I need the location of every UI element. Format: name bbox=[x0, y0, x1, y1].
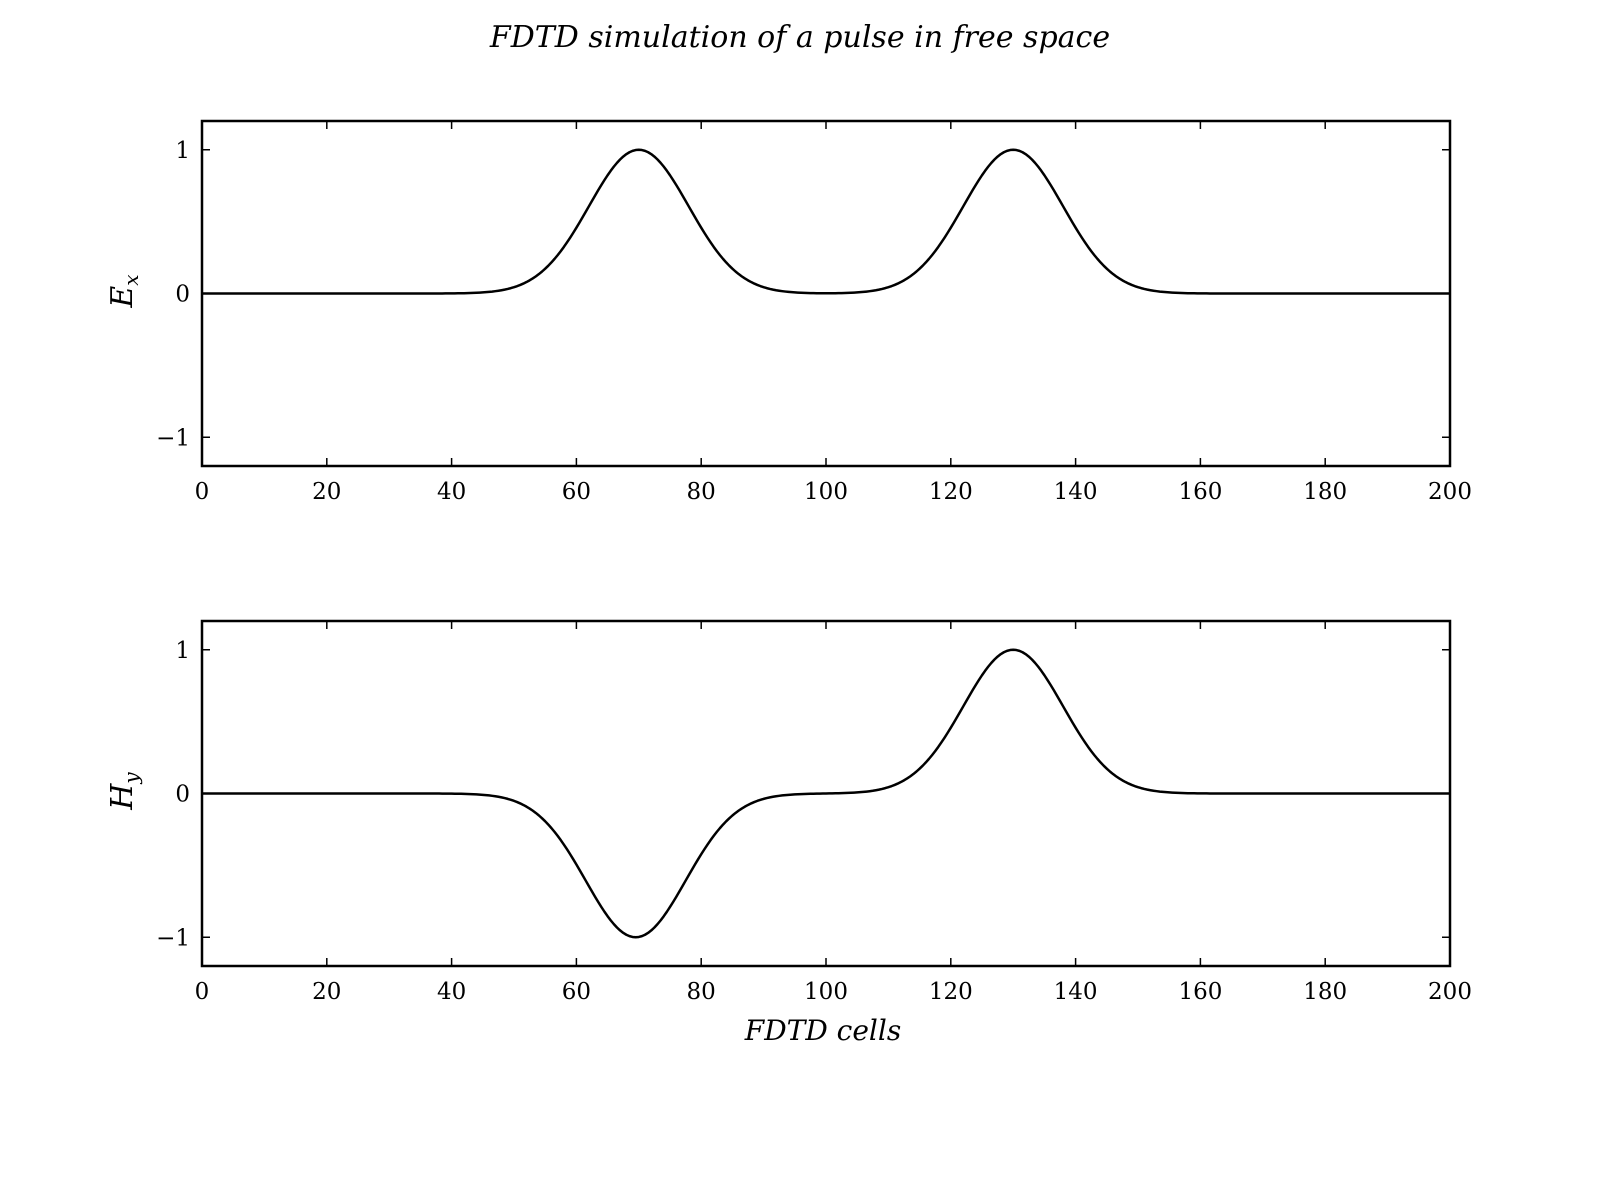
hy-xtick-label: 100 bbox=[804, 979, 848, 1005]
ex-xtick-label: 120 bbox=[929, 479, 973, 505]
hy-plot-area: 0 20 40 60 80 100 120 140 160 180 200 −1 0 1 bbox=[156, 619, 1472, 1005]
hy-ylabel: Hy bbox=[105, 772, 143, 811]
hy-ytick-label: 1 bbox=[175, 638, 190, 664]
hy-xtick-label: 20 bbox=[312, 979, 341, 1005]
hy-xlabel: FDTD cells bbox=[744, 1014, 901, 1047]
ex-ytick-label: −1 bbox=[156, 425, 190, 451]
hy-xtick-label: 60 bbox=[562, 979, 591, 1005]
ex-xtick-label: 60 bbox=[562, 479, 591, 505]
ex-xtick-label: 40 bbox=[437, 479, 466, 505]
chart-title: FDTD simulation of a pulse in free space bbox=[489, 20, 1110, 55]
ex-xtick-label: 100 bbox=[804, 479, 848, 505]
hy-xtick-label: 140 bbox=[1054, 979, 1098, 1005]
hy-xtick-label: 80 bbox=[687, 979, 716, 1005]
ex-plot-area: 0 20 40 60 80 100 120 140 160 180 200 −1 0 1 bbox=[156, 119, 1472, 505]
ex-xtick-label: 0 bbox=[195, 479, 210, 505]
ex-xtick-label: 180 bbox=[1303, 479, 1347, 505]
hy-subplot: 0 20 40 60 80 100 120 140 160 180 200 −1 0 1 Hy FDTD … bbox=[105, 619, 1472, 1047]
ex-xtick-label: 200 bbox=[1428, 479, 1472, 505]
ex-xtick-label: 20 bbox=[312, 479, 341, 505]
hy-xtick-label: 120 bbox=[929, 979, 973, 1005]
ex-ytick-label: 1 bbox=[175, 138, 190, 164]
hy-xtick-label: 160 bbox=[1178, 979, 1222, 1005]
hy-ytick-label: 0 bbox=[175, 782, 190, 808]
hy-xtick-label: 40 bbox=[437, 979, 466, 1005]
ex-ylabel: Ex bbox=[105, 274, 143, 308]
hy-ylabel-main: H bbox=[105, 783, 140, 811]
ex-subplot: 0 20 40 60 80 100 120 140 160 180 200 −1 0 1 Ex bbox=[105, 119, 1472, 505]
hy-series-line-0 bbox=[202, 648, 1450, 939]
hy-ylabel-sub: y bbox=[119, 772, 143, 785]
ex-xtick-label: 140 bbox=[1054, 479, 1098, 505]
ex-xtick-label: 80 bbox=[687, 479, 716, 505]
ex-ylabel-main: E bbox=[105, 286, 140, 309]
hy-xtick-label: 200 bbox=[1428, 979, 1472, 1005]
ex-xtick-label: 160 bbox=[1178, 479, 1222, 505]
hy-xtick-label: 180 bbox=[1303, 979, 1347, 1005]
ex-series-line-0 bbox=[202, 148, 1450, 295]
ex-ytick-label: 0 bbox=[175, 282, 190, 308]
hy-xtick-label: 0 bbox=[195, 979, 210, 1005]
ex-ylabel-sub: x bbox=[119, 274, 143, 285]
hy-ytick-label: −1 bbox=[156, 925, 190, 951]
